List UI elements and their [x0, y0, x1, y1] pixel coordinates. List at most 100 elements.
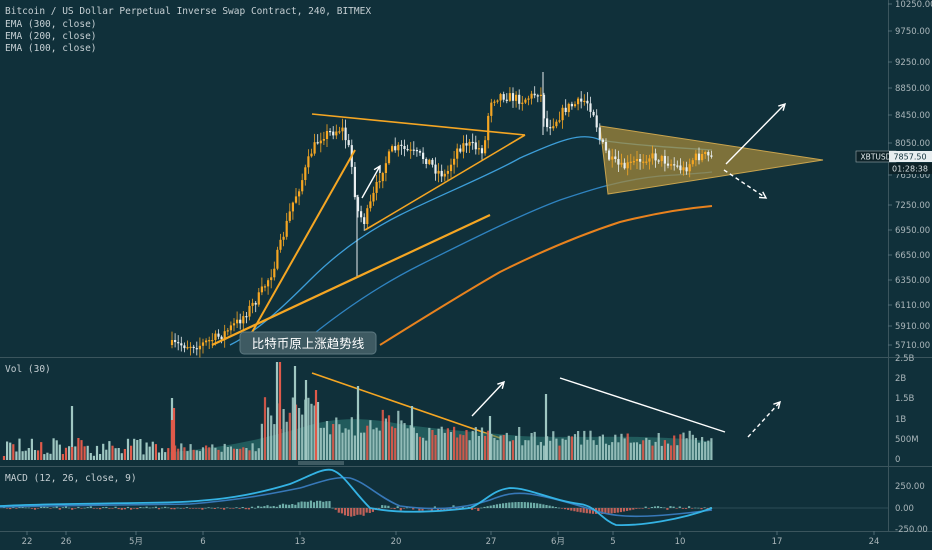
candle-body	[484, 140, 487, 154]
volume-bar	[648, 439, 651, 460]
volume-bar	[251, 443, 254, 460]
candle-body	[400, 144, 403, 146]
volume-bar	[123, 449, 126, 460]
volume-bar	[313, 405, 316, 460]
macd-histogram-bar	[275, 506, 278, 508]
macd-histogram-bar	[33, 508, 37, 510]
candle-body	[245, 316, 248, 318]
volume-bar	[539, 442, 542, 460]
volume-bar	[332, 424, 335, 460]
macd-histogram-bar	[495, 504, 498, 508]
volume-bar	[102, 443, 105, 460]
macd-histogram-bar	[114, 506, 117, 508]
macd-histogram-bar	[52, 507, 55, 508]
candle-body	[697, 153, 701, 161]
price-tick-label: 9250.00	[895, 58, 930, 68]
ema-300-line	[379, 205, 713, 346]
macd-histogram-bar	[164, 506, 167, 508]
candle-body	[239, 319, 242, 324]
volume-bar	[223, 443, 226, 460]
macd-histogram-bar	[523, 502, 526, 508]
volume-bar	[614, 434, 617, 460]
macd-histogram-bar	[486, 506, 489, 508]
volume-bar	[30, 438, 33, 460]
macd-histogram-bar	[498, 503, 502, 508]
volume-bar	[459, 434, 462, 460]
candle-body	[443, 173, 446, 177]
macd-histogram-bar	[483, 506, 486, 508]
volume-tick-label: 1.5B	[895, 394, 915, 404]
candle-body	[431, 159, 434, 165]
volume-bar	[37, 450, 40, 460]
macd-histogram-bar	[390, 508, 393, 509]
macd-tick-label: -250.00	[895, 525, 928, 535]
price-tick-label: 8850.00	[895, 84, 930, 94]
macd-histogram-bar	[241, 507, 244, 508]
volume-bar	[189, 444, 192, 460]
candle-body	[226, 330, 229, 332]
volume-bar	[552, 431, 555, 460]
candle-body	[369, 201, 372, 209]
volume-bar	[465, 430, 468, 460]
volume-bar	[263, 397, 267, 460]
volume-bar	[573, 434, 577, 460]
volume-bar	[322, 427, 325, 460]
trend-lines	[211, 102, 787, 439]
candle-body	[679, 165, 682, 171]
volume-bar	[172, 408, 176, 460]
volume-bar	[52, 438, 55, 460]
macd-histogram-bar	[477, 508, 480, 511]
volume-bar	[177, 448, 180, 460]
macd-histogram-bar	[700, 508, 703, 510]
candle-body	[611, 156, 614, 160]
volume-bar	[363, 432, 366, 460]
volume-bar	[604, 443, 608, 460]
candles	[170, 72, 713, 358]
volume-bar	[68, 446, 71, 460]
macd-histogram-bar	[213, 508, 216, 509]
macd-histogram-bar	[269, 506, 272, 508]
macd-histogram-bar	[678, 506, 681, 508]
candle-body	[170, 340, 174, 345]
volume-bar	[15, 451, 18, 460]
macd-histogram-bar	[337, 508, 340, 513]
macd-histogram-bar	[331, 507, 334, 509]
price-tick-label: 6350.00	[895, 276, 930, 286]
time-tick-label: 6	[200, 537, 205, 547]
candle-body	[533, 93, 536, 96]
volume-bar	[33, 450, 37, 460]
macd-histogram-bar	[176, 507, 179, 509]
candle-body	[189, 346, 192, 348]
ema-200-legend: EMA (200, close)	[5, 31, 97, 42]
volume-bar	[208, 447, 211, 460]
candle-body	[487, 115, 490, 141]
volume-bar	[496, 440, 499, 460]
macd-histogram-bar	[281, 503, 285, 508]
volume-bar	[344, 428, 347, 460]
volume-bars	[2, 362, 713, 460]
candle-body	[319, 140, 322, 144]
volume-bar	[707, 440, 710, 460]
macd-histogram-bar	[105, 506, 108, 508]
volume-bar	[304, 380, 308, 460]
candle-body	[360, 211, 363, 218]
price-tick-label: 6950.00	[895, 226, 930, 236]
volume-bar	[697, 442, 701, 460]
candle-body	[642, 161, 645, 163]
macd-histogram-bar	[505, 502, 508, 508]
volume-bar	[136, 440, 139, 460]
volume-bar	[663, 440, 666, 460]
candle-body	[220, 336, 223, 340]
volume-bar	[77, 438, 80, 460]
triangle-fill	[599, 125, 824, 195]
time-tick-label: 20	[391, 537, 402, 547]
volume-bar	[635, 442, 639, 460]
candle-body	[291, 202, 294, 212]
macd-histogram-bar	[238, 508, 241, 509]
macd-histogram-bar	[37, 508, 40, 509]
volume-bar	[270, 415, 273, 460]
candle-body	[180, 343, 183, 346]
volume-bar	[180, 443, 183, 460]
rising-wedge-support	[364, 134, 526, 231]
